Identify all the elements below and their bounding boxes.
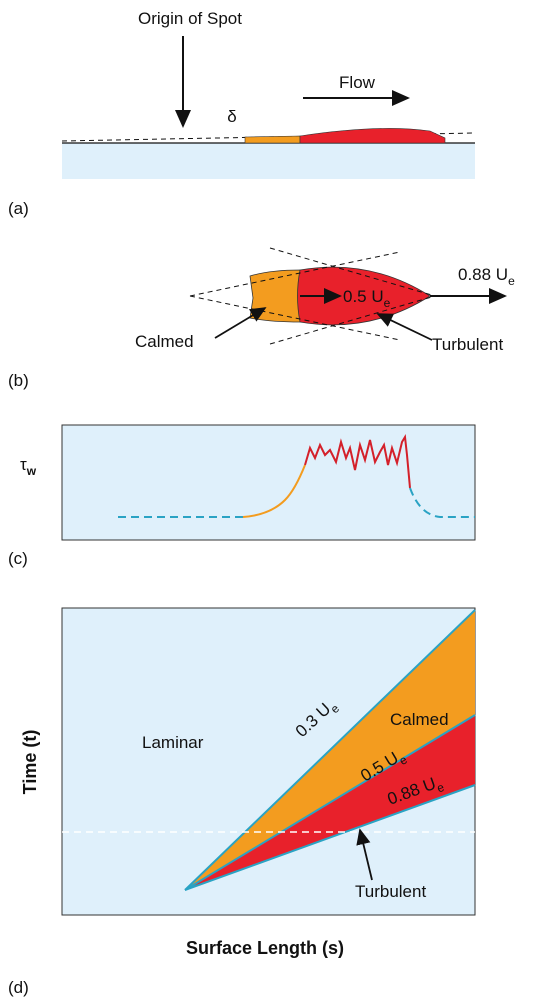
spot <box>300 128 445 143</box>
panel-label: (d) <box>8 978 29 997</box>
turbulent-label: Turbulent <box>355 882 426 901</box>
speed-label: 0.88 Ue <box>458 265 515 288</box>
panel-a: Origin of Spot Flow δ (a) <box>8 9 475 218</box>
wall <box>62 143 475 179</box>
speed: 0.5 U <box>343 287 384 306</box>
plot-area <box>62 425 475 540</box>
subscript: w <box>26 464 37 478</box>
x-label: Surface Length (s) <box>186 938 344 958</box>
turbulent-label: Turbulent <box>432 335 503 354</box>
pointer <box>215 308 265 338</box>
panel-b: 0.5 Ue 0.88 Ue Calmed Turbulent (b) <box>8 248 515 390</box>
y-label: τw <box>20 455 37 478</box>
calmed-region <box>250 270 300 322</box>
panel-d: Laminar Calmed 0.3 Ue 0.5 Ue 0.88 Ue Tur… <box>8 608 475 997</box>
flow-label: Flow <box>339 73 376 92</box>
subscript: e <box>384 296 391 310</box>
delta-label: δ <box>227 107 236 126</box>
calmed-region <box>245 136 300 143</box>
panel-label: (c) <box>8 549 28 568</box>
figure: Origin of Spot Flow δ (a) 0.5 Ue 0.88 Ue… <box>0 0 545 1003</box>
panel-label: (a) <box>8 199 29 218</box>
panel-label: (b) <box>8 371 29 390</box>
origin-label: Origin of Spot <box>138 9 242 28</box>
panel-c: τw (c) <box>8 425 475 568</box>
subscript: e <box>508 274 515 288</box>
calmed-label: Calmed <box>135 332 194 351</box>
y-label: Time (t) <box>20 730 40 795</box>
pointer <box>378 314 432 340</box>
speed: 0.88 U <box>458 265 508 284</box>
laminar-label: Laminar <box>142 733 204 752</box>
calmed-label: Calmed <box>390 710 449 729</box>
